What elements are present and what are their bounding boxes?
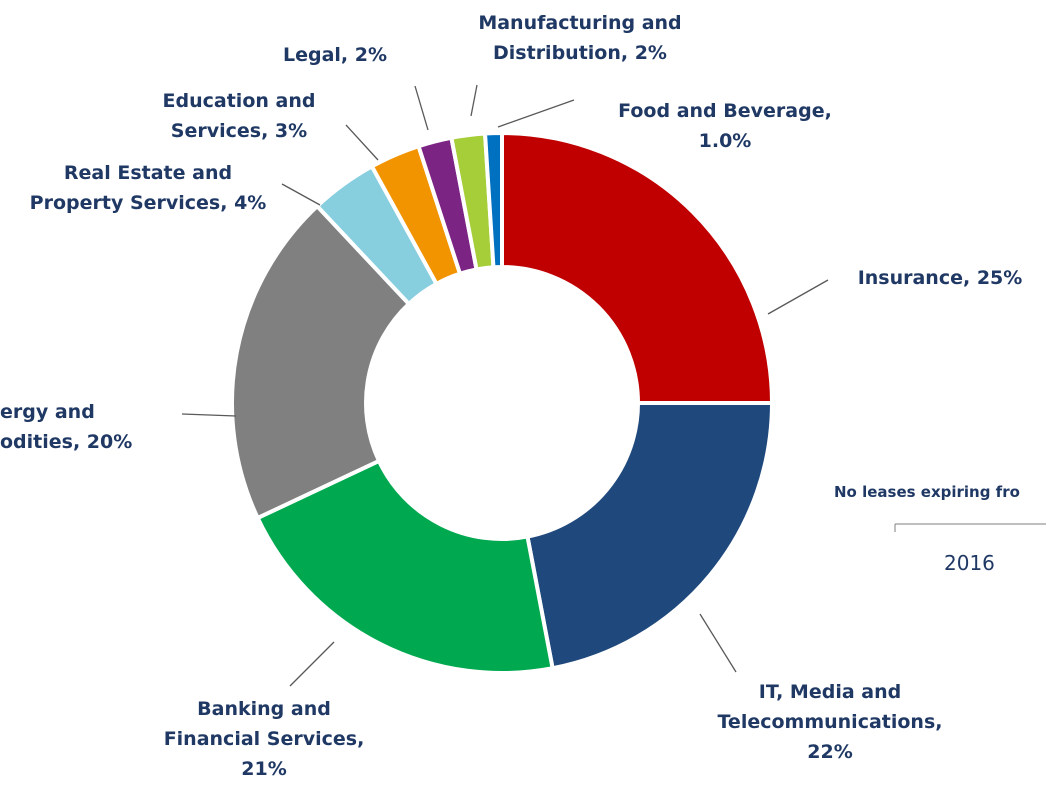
label-energy-and-commodities: ergy and odities, 20% (0, 401, 132, 453)
label-line: Real Estate and (64, 162, 232, 184)
leader-education-and-services (345, 124, 379, 161)
label-legal: Legal, 2% (283, 44, 387, 66)
label-line: Banking and (197, 698, 331, 720)
leader-it (699, 613, 737, 673)
slice-it (525, 401, 774, 671)
label-line: Insurance, 25% (858, 267, 1023, 289)
label-insurance: Insurance, 25% (858, 267, 1023, 289)
leader-legal (414, 85, 429, 131)
side-year: 2016 (944, 551, 995, 575)
leader-banking-and-financial-services (289, 641, 335, 687)
label-line: 22% (807, 741, 852, 763)
label-line: Legal, 2% (283, 44, 387, 66)
label-education-and-services: Education and Services, 3% (163, 90, 316, 142)
side-panel: No leases expiring fro 2016 (834, 483, 1046, 575)
label-line: Services, 3% (171, 120, 307, 142)
label-line: Telecommunications, (718, 711, 943, 733)
leader-insurance (767, 279, 829, 315)
slice-energy-and-commodities (230, 204, 411, 520)
leader-real-estate-and-property-services (281, 183, 321, 206)
label-food-and-beverage: Food and Beverage, 1.0% (618, 100, 832, 152)
slice-labels: Insurance, 25% IT, Media and Telecommunica… (0, 12, 1022, 780)
label-line: Property Services, 4% (30, 192, 267, 214)
label-line: odities, 20% (0, 431, 132, 453)
label-real-estate-and-property-services: Real Estate and Property Services, 4% (30, 162, 267, 214)
slice-banking-and-financial-services (255, 458, 555, 675)
label-line: IT, Media and (759, 681, 901, 703)
label-line: 21% (241, 758, 286, 780)
label-line: 1.0% (699, 130, 752, 152)
label-manufacturing-and-distribution: Manufacturing and Distribution, 2% (478, 12, 681, 64)
slice-food-and-beverage (483, 131, 504, 270)
leader-food-and-beverage (497, 99, 575, 128)
leader-lines (181, 84, 829, 687)
label-it: IT, Media and Telecommunications, 22% (718, 681, 943, 763)
label-line: Education and (163, 90, 316, 112)
leader-manufacturing-and-distribution (470, 84, 478, 117)
label-banking-and-financial-services: Banking and Financial Services, 21% (164, 698, 365, 780)
side-note: No leases expiring fro (834, 483, 1020, 501)
label-line: Financial Services, (164, 728, 365, 750)
label-line: Manufacturing and (478, 12, 681, 34)
label-line: Distribution, 2% (493, 42, 667, 64)
label-line: ergy and (0, 401, 95, 423)
slice-insurance (500, 131, 774, 405)
label-line: Food and Beverage, (618, 100, 832, 122)
leader-energy-and-commodities (181, 413, 237, 417)
donut-slices (230, 131, 774, 675)
